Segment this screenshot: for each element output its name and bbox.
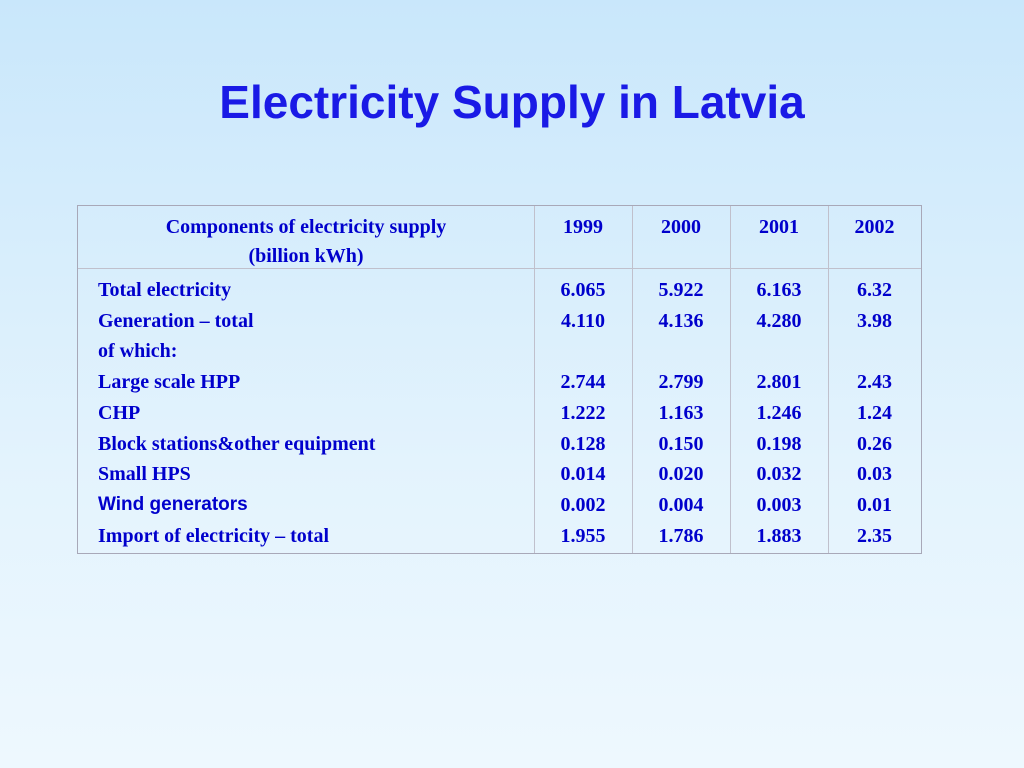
- column-divider: [828, 206, 829, 553]
- row-value: 0.150: [658, 432, 704, 455]
- row-value: 1.222: [560, 401, 606, 424]
- row-value: 4.136: [658, 309, 704, 332]
- row-value: 2.35: [857, 524, 892, 547]
- column-divider: [730, 206, 731, 553]
- row-value: 4.280: [756, 309, 802, 332]
- row-value: 0.003: [756, 493, 802, 516]
- header-year: 2000: [661, 216, 701, 238]
- slide-title: Electricity Supply in Latvia: [219, 76, 805, 128]
- row-value: 1.246: [756, 401, 802, 424]
- header-label: Components of electricity supply: [165, 216, 447, 238]
- row-value: 1.24: [857, 401, 892, 424]
- row-value: 0.020: [658, 463, 704, 486]
- row-value: 0.004: [658, 493, 704, 516]
- column-divider: [632, 206, 633, 553]
- row-value: 0.014: [560, 463, 606, 486]
- row-label: Wind generators: [98, 493, 248, 515]
- row-value: 0.198: [756, 432, 802, 455]
- row-label: of which:: [98, 340, 178, 363]
- row-value: 6.163: [756, 279, 802, 301]
- row-value: 5.922: [658, 279, 704, 301]
- row-value: 0.032: [756, 463, 802, 486]
- row-value: 6.32: [857, 279, 892, 301]
- column-divider: [534, 206, 535, 553]
- row-value: 2.744: [560, 371, 606, 394]
- row-value: 0.002: [560, 493, 606, 516]
- header-divider: [78, 268, 921, 269]
- row-value: 1.955: [560, 524, 606, 547]
- row-value: 2.801: [756, 371, 802, 394]
- row-value: 4.110: [561, 309, 605, 332]
- row-label: Large scale HPP: [98, 371, 241, 394]
- row-value: 1.163: [658, 401, 704, 424]
- row-value: 2.43: [857, 371, 892, 394]
- header-label: (billion kWh): [248, 245, 364, 267]
- row-label: Small HPS: [98, 463, 191, 486]
- row-label: Import of electricity – total: [98, 524, 330, 547]
- data-table: Components of electricity supply (billion…: [77, 205, 922, 554]
- row-label: Block stations&other equipment: [98, 432, 376, 455]
- row-value: 1.786: [658, 524, 704, 547]
- header-year: 1999: [563, 216, 603, 238]
- row-value: 2.799: [658, 371, 704, 394]
- row-value: 0.03: [857, 463, 892, 486]
- header-year: 2002: [854, 216, 895, 238]
- row-label: CHP: [98, 401, 141, 424]
- row-value: 0.128: [560, 432, 606, 455]
- row-value: 0.01: [857, 493, 892, 516]
- row-value: 1.883: [756, 524, 802, 547]
- header-year: 2001: [759, 216, 799, 238]
- row-value: 6.065: [560, 279, 606, 301]
- row-value: 0.26: [857, 432, 892, 455]
- row-label: Total electricity: [98, 279, 232, 301]
- row-label: Generation – total: [98, 309, 254, 332]
- row-value: 3.98: [857, 309, 892, 332]
